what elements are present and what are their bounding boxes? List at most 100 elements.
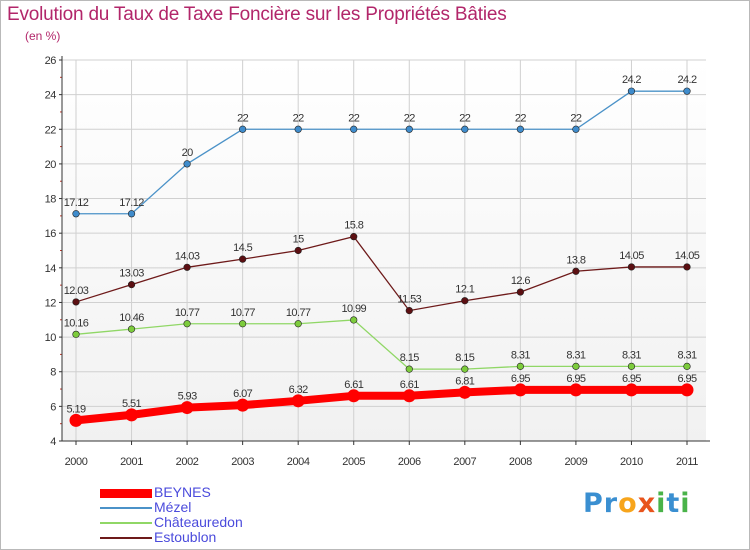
series-line-beynes (72, 385, 691, 425)
data-label-ch-teauredon: 8.15 (400, 352, 419, 364)
data-label-m-zel: 17.12 (64, 197, 89, 209)
x-tick-label: 2002 (176, 456, 199, 468)
x-tick-label: 2007 (453, 456, 476, 468)
data-point-m-zel (239, 125, 247, 133)
data-label-beynes: 6.95 (511, 373, 530, 385)
data-point-beynes (458, 385, 472, 399)
data-label-beynes: 6.61 (344, 379, 363, 391)
data-point-ch-teauredon (127, 325, 136, 333)
unit-label: (en %) (25, 29, 61, 43)
data-label-beynes: 5.51 (122, 398, 141, 410)
data-label-estoublon: 12.6 (511, 275, 530, 287)
data-label-ch-teauredon: 10.77 (230, 307, 255, 319)
y-tick-label: 24 (45, 90, 57, 102)
legend-swatch-estoublon (100, 537, 152, 539)
data-point-m-zel (127, 210, 136, 218)
x-tick-label: 2003 (231, 456, 254, 468)
logo-letter: x (637, 488, 657, 519)
series-line-ch-teauredon (75, 319, 687, 370)
data-point-ch-teauredon (627, 362, 636, 370)
y-tick-label: 16 (45, 228, 57, 240)
data-point-estoublon (72, 298, 80, 306)
y-tick-label: 6 (50, 401, 56, 413)
legend-label-beynes: BEYNES (154, 484, 211, 500)
data-point-estoublon (405, 306, 413, 315)
data-point-ch-teauredon (239, 320, 247, 328)
y-tick-label: 12 (45, 297, 57, 309)
data-label-estoublon: 15 (293, 234, 305, 246)
data-point-ch-teauredon (683, 362, 691, 370)
x-tick-label: 2009 (564, 456, 587, 468)
data-label-ch-teauredon: 8.31 (622, 349, 641, 361)
data-point-beynes (513, 383, 527, 397)
x-tick-label: 2004 (287, 456, 310, 468)
logo-letter: P (583, 488, 604, 519)
y-tick-label: 18 (45, 194, 57, 206)
data-point-beynes (125, 408, 139, 422)
data-label-m-zel: 24.2 (622, 74, 641, 86)
data-point-m-zel (183, 160, 191, 168)
y-tick-label: 8 (50, 367, 56, 379)
data-point-m-zel (405, 125, 413, 133)
y-tick-label: 10 (45, 332, 57, 344)
proxiti-logo: Proxiti (583, 488, 691, 519)
data-label-m-zel: 22 (515, 112, 527, 124)
data-point-beynes (69, 413, 83, 427)
data-point-ch-teauredon (294, 320, 302, 328)
data-point-estoublon (239, 255, 247, 263)
data-label-ch-teauredon: 10.77 (175, 307, 200, 319)
data-label-ch-teauredon: 10.99 (341, 303, 366, 315)
data-point-m-zel (572, 125, 580, 133)
data-label-m-zel: 20 (182, 147, 194, 159)
data-label-ch-teauredon: 8.31 (511, 349, 530, 361)
data-label-m-zel: 22 (348, 112, 360, 124)
data-label-beynes: 5.19 (66, 403, 85, 415)
data-label-estoublon: 12.1 (455, 284, 474, 296)
data-label-estoublon: 11.53 (397, 294, 421, 306)
legend-label-estoublon: Estoublon (154, 529, 217, 545)
logo-letter: r (603, 488, 619, 519)
data-label-estoublon: 13.8 (566, 254, 585, 266)
y-tick-label: 20 (45, 159, 57, 171)
legend-swatch-m-zel (100, 507, 152, 509)
legend-label-m-zel: Mézel (154, 499, 192, 515)
chart-title: Evolution du Taux de Taxe Foncière sur l… (7, 4, 507, 25)
plot-background (62, 60, 706, 441)
data-point-beynes (347, 389, 361, 403)
data-point-ch-teauredon (183, 320, 191, 328)
data-label-estoublon: 12.03 (64, 285, 89, 297)
data-point-m-zel (627, 87, 636, 95)
data-label-estoublon: 14.05 (675, 250, 700, 262)
y-tick-label: 14 (45, 263, 57, 275)
data-point-m-zel (516, 125, 524, 133)
data-label-beynes: 6.95 (566, 373, 585, 385)
legend-swatch-ch-teauredon (100, 522, 152, 524)
data-point-beynes (569, 383, 583, 397)
data-label-ch-teauredon: 10.46 (119, 312, 144, 324)
data-point-m-zel (461, 125, 469, 133)
data-point-estoublon (294, 246, 302, 255)
data-label-beynes: 5.93 (178, 391, 197, 403)
data-label-beynes: 6.61 (400, 379, 419, 391)
x-tick-label: 2011 (676, 456, 698, 468)
data-point-beynes (624, 383, 638, 397)
data-point-estoublon (127, 281, 136, 289)
data-point-ch-teauredon (72, 330, 80, 338)
data-point-ch-teauredon (350, 316, 358, 324)
data-label-beynes: 6.95 (622, 373, 641, 385)
data-label-m-zel: 22 (459, 112, 471, 124)
data-label-ch-teauredon: 10.77 (286, 307, 311, 319)
data-point-estoublon (516, 288, 524, 296)
x-tick-label: 2001 (120, 456, 143, 468)
legend-swatch-beynes (100, 489, 152, 498)
logo-letter: i (656, 488, 667, 519)
data-point-beynes (402, 389, 416, 403)
x-tick-label: 2010 (620, 456, 643, 468)
data-label-ch-teauredon: 8.31 (677, 349, 696, 361)
data-point-m-zel (72, 210, 80, 218)
data-point-m-zel (350, 125, 358, 133)
data-label-ch-teauredon: 10.16 (64, 317, 89, 329)
data-label-beynes: 6.95 (677, 373, 696, 385)
data-label-m-zel: 17.12 (119, 197, 144, 209)
logo-letter: t (666, 488, 681, 519)
